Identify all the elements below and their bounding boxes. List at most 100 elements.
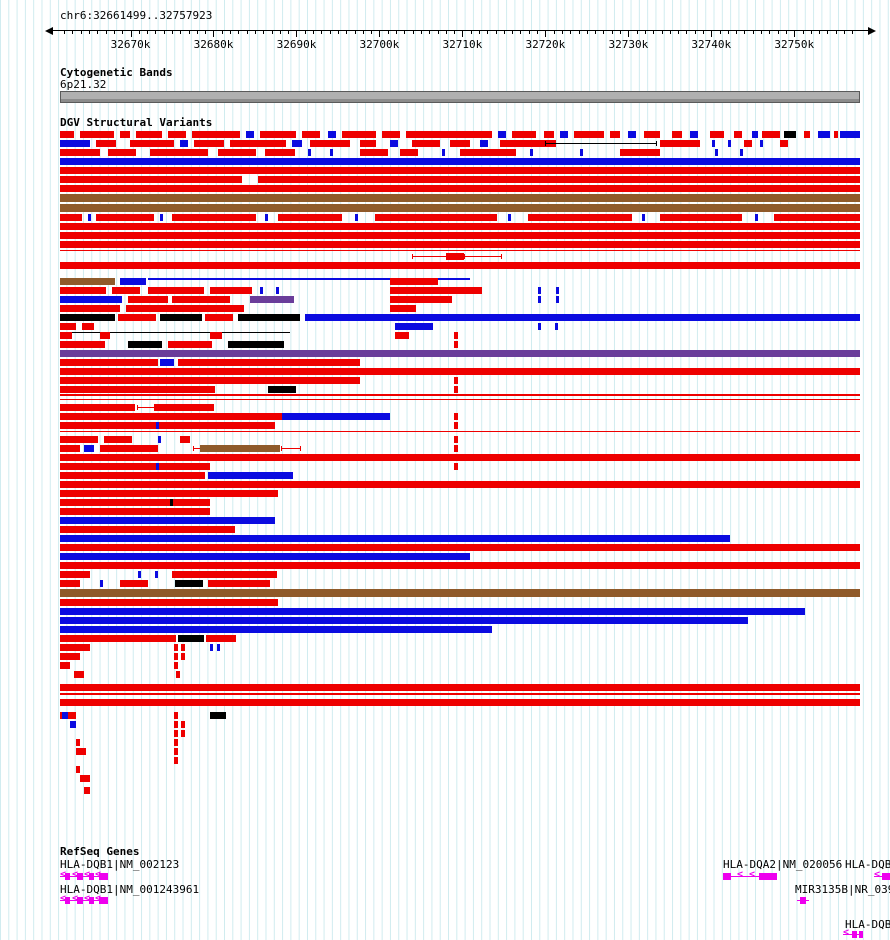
variant-bar[interactable] xyxy=(168,341,212,348)
variant-bar[interactable] xyxy=(60,472,205,479)
variant-bar[interactable] xyxy=(728,140,731,147)
variant-bar[interactable] xyxy=(156,463,159,470)
variant-bar[interactable] xyxy=(454,445,458,452)
variant-bar[interactable] xyxy=(740,149,743,156)
variant-bar[interactable] xyxy=(174,757,178,764)
variant-bar[interactable] xyxy=(170,499,173,506)
variant-bar[interactable] xyxy=(138,571,141,578)
variant-bar[interactable] xyxy=(60,296,122,303)
variant-bar[interactable] xyxy=(406,131,492,138)
variant-bar[interactable] xyxy=(538,287,541,294)
variant-bar[interactable] xyxy=(712,140,715,147)
variant-bar[interactable] xyxy=(60,386,215,393)
variant-bar[interactable] xyxy=(60,463,210,470)
variant-bar[interactable] xyxy=(60,571,90,578)
variant-bar[interactable] xyxy=(60,332,290,333)
variant-bar[interactable] xyxy=(155,571,158,578)
variant-bar[interactable] xyxy=(342,131,376,138)
variant-bar[interactable] xyxy=(96,214,154,221)
variant-bar[interactable] xyxy=(818,131,830,138)
variant-bar[interactable] xyxy=(60,693,860,695)
variant-bar[interactable] xyxy=(60,167,860,174)
variant-bar[interactable] xyxy=(278,214,342,221)
variant-bar[interactable] xyxy=(480,140,488,147)
variant-bar[interactable] xyxy=(460,149,516,156)
variant-bar[interactable] xyxy=(60,323,76,330)
variant-bar[interactable] xyxy=(181,644,185,651)
variant-bar[interactable] xyxy=(60,232,860,239)
variant-bar[interactable] xyxy=(60,635,176,642)
variant-bar[interactable] xyxy=(60,580,80,587)
variant-bar[interactable] xyxy=(60,305,120,312)
variant-bar[interactable] xyxy=(60,377,360,384)
variant-bar[interactable] xyxy=(60,599,278,606)
variant-bar[interactable] xyxy=(210,644,213,651)
gene-label[interactable]: HLA-DQB2 xyxy=(845,918,890,931)
variant-bar[interactable] xyxy=(60,562,860,569)
variant-bar[interactable] xyxy=(60,431,860,432)
variant-bar[interactable] xyxy=(450,140,470,147)
variant-bar[interactable] xyxy=(217,644,220,651)
variant-bar[interactable] xyxy=(60,140,90,147)
variant-bar[interactable] xyxy=(538,296,541,303)
variant-bar[interactable] xyxy=(302,131,320,138)
variant-bar[interactable] xyxy=(148,287,204,294)
variant-bar[interactable] xyxy=(446,253,464,260)
variant-bar[interactable] xyxy=(60,617,748,624)
variant-bar[interactable] xyxy=(60,653,80,660)
variant-bar[interactable] xyxy=(120,131,130,138)
variant-bar[interactable] xyxy=(375,214,497,221)
variant-bar[interactable] xyxy=(210,712,226,719)
gene-label[interactable]: HLA-DQA2|NM_020056 xyxy=(723,858,843,871)
variant-bar[interactable] xyxy=(395,323,433,330)
variant-bar[interactable] xyxy=(60,314,115,321)
variant-bar[interactable] xyxy=(181,721,185,728)
variant-bar[interactable] xyxy=(60,149,100,156)
variant-bar[interactable] xyxy=(180,140,188,147)
variant-bar[interactable] xyxy=(120,580,148,587)
variant-bar[interactable] xyxy=(158,436,161,443)
gene-label[interactable]: HLA-DQB1|NM_002123 xyxy=(60,858,180,871)
variant-bar[interactable] xyxy=(128,341,162,348)
variant-bar[interactable] xyxy=(74,671,84,678)
variant-bar[interactable] xyxy=(230,140,286,147)
variant-bar[interactable] xyxy=(530,149,533,156)
variant-bar[interactable] xyxy=(96,140,116,147)
variant-bar[interactable] xyxy=(258,176,860,183)
variant-bar[interactable] xyxy=(734,131,742,138)
variant-bar[interactable] xyxy=(268,386,296,393)
variant-bar[interactable] xyxy=(400,149,418,156)
variant-bar[interactable] xyxy=(454,332,458,339)
variant-bar[interactable] xyxy=(512,131,536,138)
variant-bar[interactable] xyxy=(390,278,438,285)
variant-bar[interactable] xyxy=(544,131,554,138)
gene-glyph[interactable]: < xyxy=(843,927,863,939)
variant-bar[interactable] xyxy=(292,140,302,147)
variant-bar[interactable] xyxy=(672,131,682,138)
variant-bar[interactable] xyxy=(390,140,398,147)
variant-bar[interactable] xyxy=(390,296,452,303)
variant-bar[interactable] xyxy=(260,131,296,138)
variant-bar[interactable] xyxy=(390,305,416,312)
variant-bar[interactable] xyxy=(192,131,240,138)
variant-bar[interactable] xyxy=(194,140,224,147)
variant-bar[interactable] xyxy=(200,445,280,452)
variant-bar[interactable] xyxy=(760,140,763,147)
variant-bar[interactable] xyxy=(205,314,233,321)
variant-bar[interactable] xyxy=(60,535,730,542)
variant-bar[interactable] xyxy=(454,436,458,443)
variant-whisker[interactable] xyxy=(464,254,502,259)
variant-bar[interactable] xyxy=(560,131,568,138)
variant-bar[interactable] xyxy=(556,287,559,294)
variant-bar[interactable] xyxy=(442,149,445,156)
variant-bar[interactable] xyxy=(84,445,94,452)
gene-label[interactable]: MIR3135B|NR_0396 xyxy=(795,883,890,896)
variant-bar[interactable] xyxy=(60,223,860,230)
variant-bar[interactable] xyxy=(60,526,235,533)
variant-bar[interactable] xyxy=(60,359,158,366)
variant-bar[interactable] xyxy=(100,332,110,339)
variant-bar[interactable] xyxy=(282,413,390,420)
variant-bar[interactable] xyxy=(60,499,210,506)
variant-bar[interactable] xyxy=(538,323,541,330)
